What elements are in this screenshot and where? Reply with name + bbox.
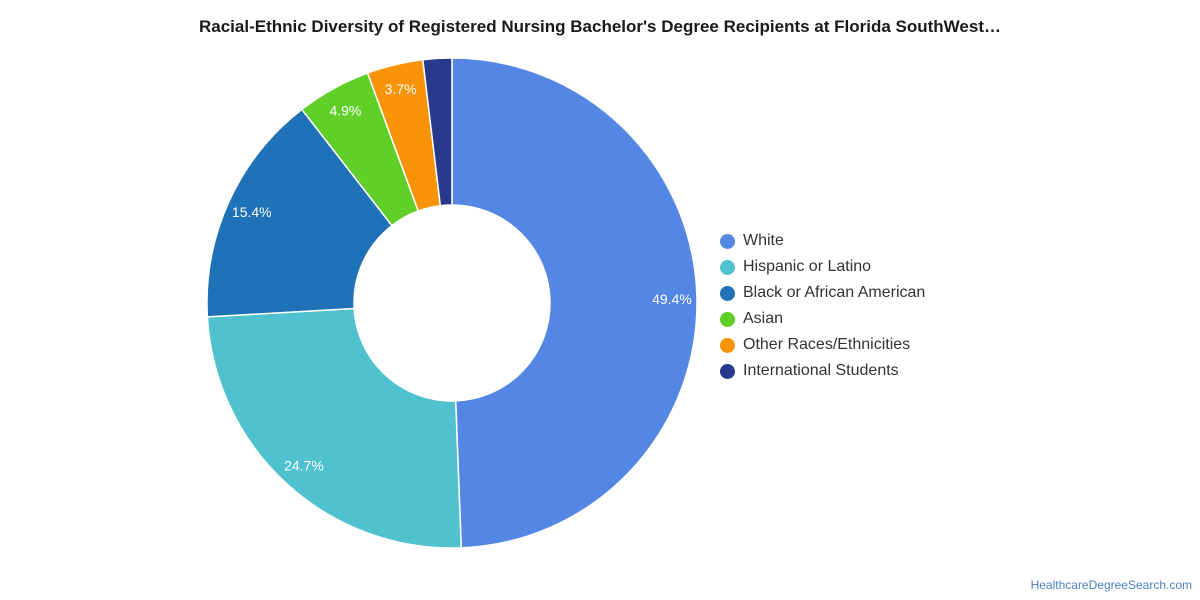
legend-label: Black or African American	[743, 284, 926, 301]
source-link[interactable]: HealthcareDegreeSearch.com	[1030, 578, 1192, 592]
legend-item-asian[interactable]: Asian	[720, 306, 925, 332]
legend-dot-icon	[720, 311, 735, 327]
legend-label: Other Races/Ethnicities	[743, 336, 911, 353]
legend-label: Asian	[743, 310, 784, 327]
legend-label: International Students	[743, 362, 899, 379]
slice-international-students[interactable]	[421, 57, 453, 207]
chart-title: Racial-Ethnic Diversity of Registered Nu…	[199, 17, 1001, 36]
slice-label-white: 49.4%	[652, 291, 692, 307]
slice-label-hispanic-or-latino: 24.7%	[284, 458, 324, 474]
chart-legend: White Hispanic or Latino Black or African …	[720, 228, 925, 384]
slice-hispanic-or-latino[interactable]	[206, 307, 463, 549]
legend-item-white[interactable]: White	[720, 228, 925, 254]
legend-dot-icon	[720, 337, 735, 353]
legend-label: Hispanic or Latino	[743, 258, 872, 275]
slice-label-other-races-ethnicities: 3.7%	[385, 81, 417, 97]
legend-dot-icon	[720, 233, 735, 249]
legend-item-hispanic-or-latino[interactable]: Hispanic or Latino	[720, 254, 925, 280]
legend-item-international-students[interactable]: International Students	[720, 358, 925, 384]
slice-label-asian: 4.9%	[329, 103, 361, 119]
slice-black-or-african-american[interactable]	[206, 108, 393, 318]
legend-label: White	[743, 232, 784, 249]
legend-dot-icon	[720, 259, 735, 275]
legend-item-black-or-african-american[interactable]: Black or African American	[720, 280, 925, 306]
legend-dot-icon	[720, 285, 735, 301]
slice-label-black-or-african-american: 15.4%	[232, 204, 272, 220]
legend-dot-icon	[720, 363, 735, 379]
legend-item-other-races-ethnicities[interactable]: Other Races/Ethnicities	[720, 332, 925, 358]
slice-white[interactable]	[451, 57, 698, 549]
